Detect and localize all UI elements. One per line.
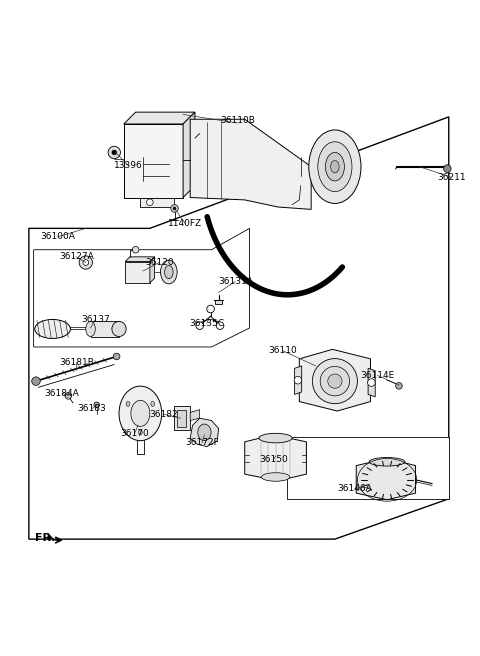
Polygon shape — [183, 112, 195, 197]
Ellipse shape — [86, 321, 96, 337]
Polygon shape — [48, 534, 53, 539]
Ellipse shape — [126, 401, 130, 406]
Polygon shape — [190, 119, 311, 209]
Text: 36110: 36110 — [268, 346, 297, 356]
Polygon shape — [300, 350, 371, 411]
Ellipse shape — [112, 321, 126, 337]
Polygon shape — [190, 418, 219, 447]
Polygon shape — [245, 435, 306, 481]
Ellipse shape — [165, 266, 173, 279]
Polygon shape — [368, 368, 375, 397]
Circle shape — [65, 392, 72, 399]
Circle shape — [396, 382, 402, 389]
Polygon shape — [178, 409, 186, 426]
Text: 36127A: 36127A — [59, 253, 94, 261]
Circle shape — [173, 207, 176, 210]
Ellipse shape — [312, 359, 358, 403]
Text: 36184A: 36184A — [45, 389, 80, 398]
Ellipse shape — [198, 424, 211, 441]
Ellipse shape — [309, 130, 361, 203]
Circle shape — [196, 322, 204, 329]
Circle shape — [94, 402, 99, 408]
Circle shape — [83, 260, 89, 266]
Text: 13396: 13396 — [114, 161, 143, 171]
Circle shape — [146, 199, 153, 205]
Ellipse shape — [328, 374, 342, 388]
Text: 36137: 36137 — [81, 315, 109, 324]
Text: 36150: 36150 — [259, 455, 288, 464]
Circle shape — [444, 165, 451, 173]
Polygon shape — [356, 459, 416, 500]
Text: FR.: FR. — [35, 533, 56, 543]
Ellipse shape — [320, 367, 349, 396]
Polygon shape — [150, 257, 155, 283]
Circle shape — [112, 150, 117, 155]
Text: 36100A: 36100A — [40, 232, 75, 241]
Ellipse shape — [259, 434, 292, 443]
Polygon shape — [125, 257, 155, 262]
Circle shape — [207, 305, 215, 313]
Ellipse shape — [138, 430, 142, 435]
Ellipse shape — [119, 386, 162, 441]
Ellipse shape — [151, 401, 155, 406]
Polygon shape — [190, 409, 200, 420]
Polygon shape — [295, 366, 301, 394]
Polygon shape — [124, 112, 195, 124]
Text: 36131A: 36131A — [218, 277, 252, 286]
Circle shape — [294, 377, 301, 384]
Polygon shape — [29, 117, 449, 539]
Bar — [216, 300, 222, 304]
Text: 36181B: 36181B — [59, 358, 94, 367]
Ellipse shape — [35, 319, 71, 338]
Circle shape — [368, 379, 375, 386]
Polygon shape — [288, 437, 449, 499]
Text: 36183: 36183 — [78, 404, 107, 413]
Ellipse shape — [369, 457, 405, 466]
Circle shape — [216, 322, 224, 329]
Text: 36211: 36211 — [437, 173, 466, 182]
Polygon shape — [140, 197, 174, 207]
Ellipse shape — [261, 473, 290, 482]
Circle shape — [79, 256, 93, 269]
Polygon shape — [174, 406, 190, 430]
Circle shape — [113, 353, 120, 359]
Text: 36172F: 36172F — [185, 438, 219, 447]
Circle shape — [32, 377, 40, 386]
Ellipse shape — [331, 161, 339, 173]
Text: 36170: 36170 — [120, 429, 149, 438]
Polygon shape — [124, 124, 183, 197]
Text: 36110B: 36110B — [220, 115, 255, 125]
Text: 36120: 36120 — [145, 258, 174, 267]
Circle shape — [171, 205, 179, 213]
Ellipse shape — [318, 142, 352, 192]
Polygon shape — [125, 262, 150, 283]
Circle shape — [108, 146, 120, 159]
Ellipse shape — [131, 400, 150, 426]
Text: 36182: 36182 — [150, 410, 179, 419]
Text: 36114E: 36114E — [360, 371, 395, 380]
Text: 1140FZ: 1140FZ — [168, 219, 203, 228]
Ellipse shape — [160, 260, 177, 284]
Text: 36146A: 36146A — [337, 484, 372, 493]
Circle shape — [132, 247, 139, 253]
Ellipse shape — [325, 152, 344, 181]
Text: 36135C: 36135C — [189, 319, 224, 328]
Polygon shape — [34, 228, 250, 347]
Polygon shape — [91, 321, 119, 337]
